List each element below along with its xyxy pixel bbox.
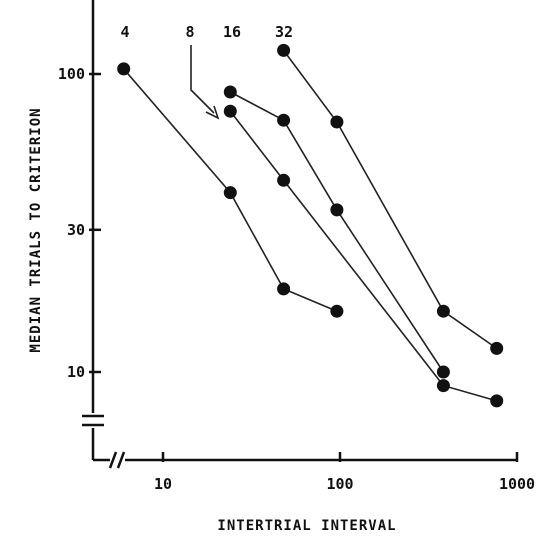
x-tick-label: 10 bbox=[154, 475, 172, 493]
series-label-16: 16 bbox=[223, 23, 241, 41]
x-axis-title: INTERTRIAL INTERVAL bbox=[217, 518, 396, 534]
axes bbox=[82, 0, 519, 469]
series-line-4 bbox=[123, 68, 338, 312]
y-tick-label: 100 bbox=[58, 65, 85, 83]
data-point bbox=[277, 282, 291, 296]
data-point bbox=[436, 379, 450, 393]
data-point bbox=[436, 304, 450, 318]
data-point bbox=[330, 304, 344, 318]
data-point bbox=[330, 203, 344, 217]
data-point bbox=[117, 62, 131, 76]
x-axis-break-mark bbox=[116, 451, 126, 469]
data-point bbox=[490, 341, 504, 355]
data-point bbox=[330, 115, 344, 129]
x-tick-label: 1000 bbox=[499, 475, 535, 493]
data-point bbox=[223, 104, 237, 118]
x-tick-label: 100 bbox=[326, 475, 353, 493]
data-point bbox=[223, 85, 237, 99]
x-axis-break-mark bbox=[108, 451, 118, 469]
data-point bbox=[436, 365, 450, 379]
data-point bbox=[277, 173, 291, 187]
annotation-arrowhead bbox=[205, 105, 220, 120]
data-point bbox=[490, 394, 504, 408]
y-tick-label: 30 bbox=[67, 221, 85, 239]
y-axis-title: MEDIAN TRIALS TO CRITERION bbox=[28, 107, 44, 352]
data-point bbox=[277, 43, 291, 57]
labels-layer: 10 30 100 10 100 1000 4 8 16 32 bbox=[58, 23, 535, 493]
y-tick-label: 10 bbox=[67, 363, 85, 381]
series-line-16 bbox=[229, 91, 445, 373]
series-label-32: 32 bbox=[275, 23, 293, 41]
data-point bbox=[223, 186, 237, 200]
series-label-4: 4 bbox=[120, 23, 129, 41]
annotation-arrow bbox=[190, 45, 215, 114]
series-line-32 bbox=[282, 49, 498, 350]
series-line-8 bbox=[229, 110, 497, 402]
series-label-8: 8 bbox=[185, 23, 194, 41]
data-point bbox=[277, 113, 291, 127]
series-layer bbox=[117, 43, 504, 408]
